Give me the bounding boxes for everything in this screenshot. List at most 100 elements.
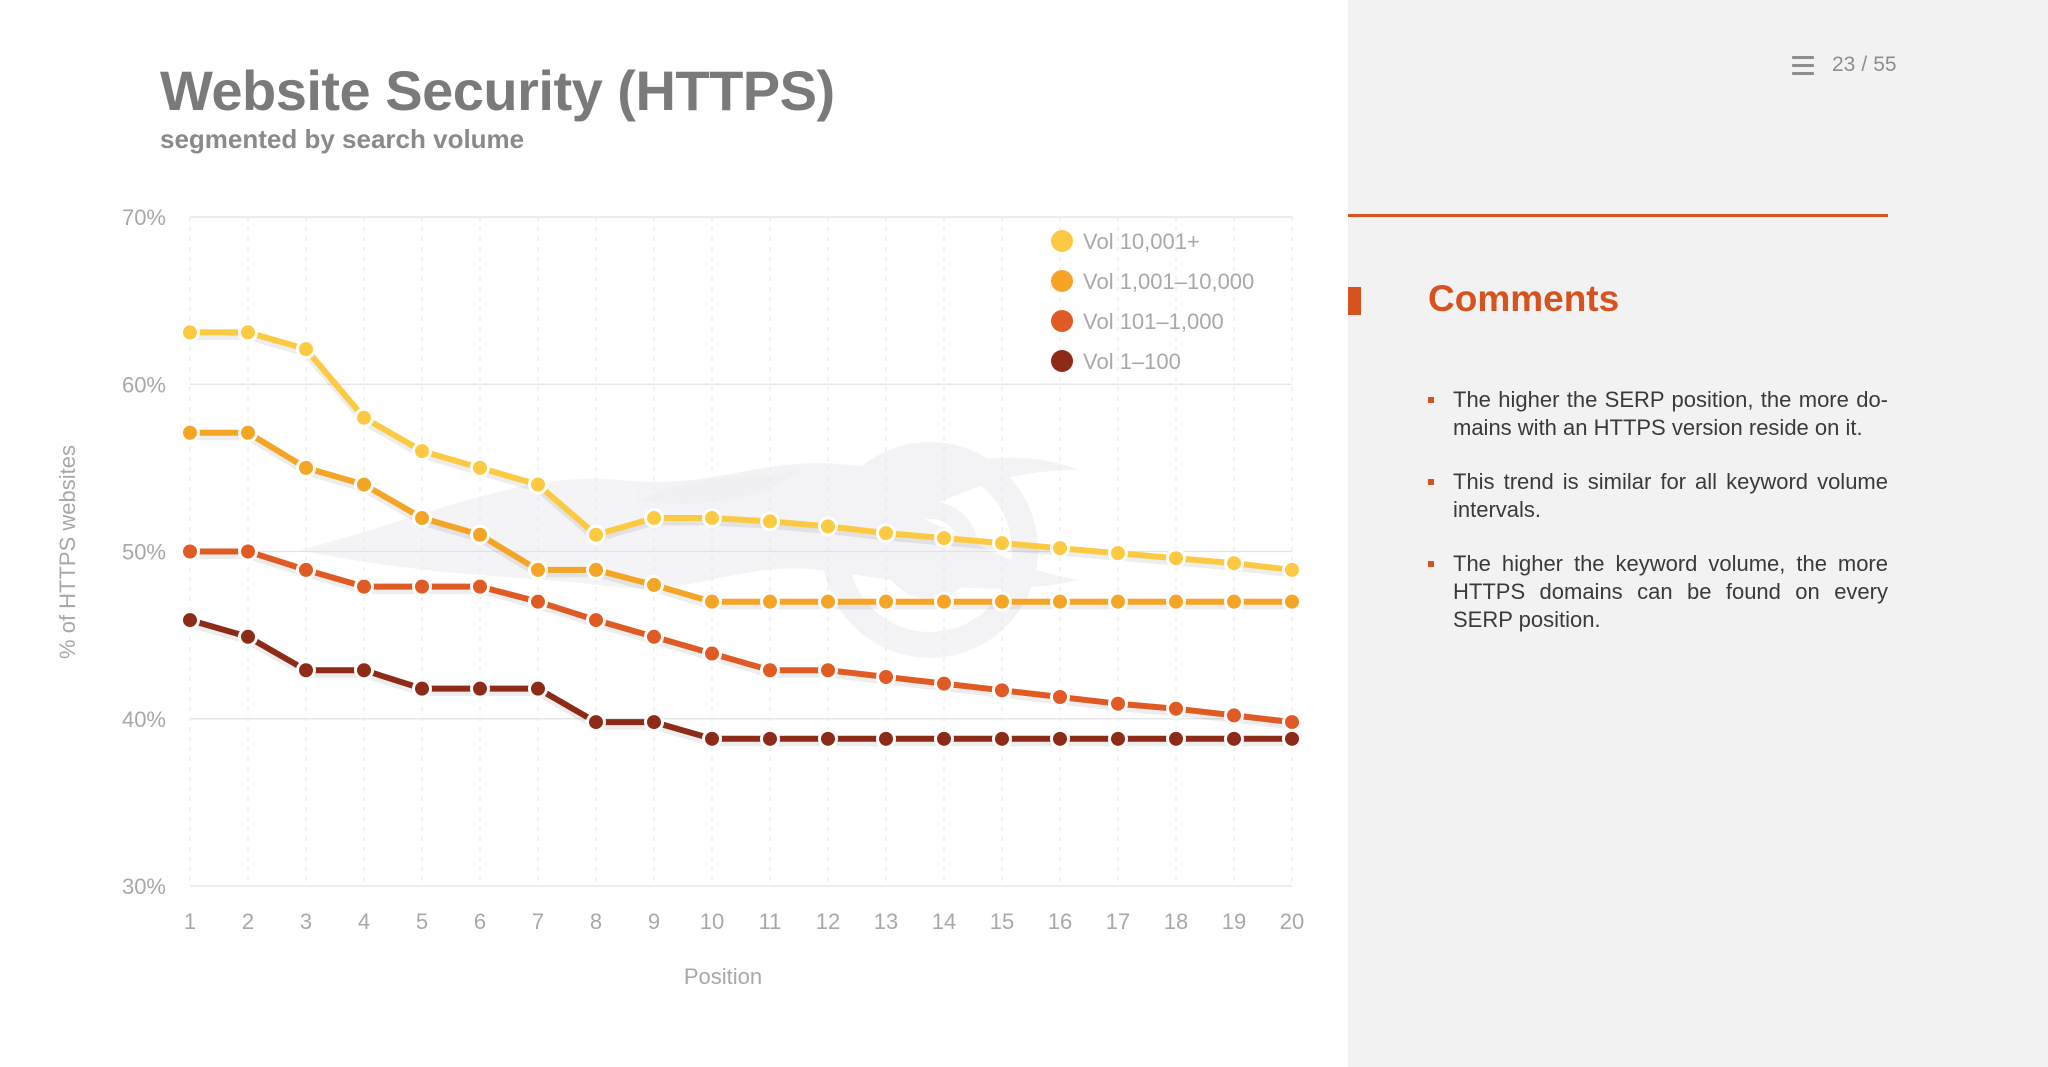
- x-tick-label: 4: [358, 909, 370, 934]
- data-point: [528, 559, 548, 580]
- legend-label: Vol 1–100: [1083, 349, 1181, 374]
- x-tick-label: 2: [242, 909, 254, 934]
- data-point: [1282, 591, 1302, 612]
- x-tick-label: 10: [700, 909, 724, 934]
- legend-label: Vol 10,001+: [1083, 229, 1200, 254]
- data-point: [760, 511, 780, 532]
- x-tick-label: 18: [1164, 909, 1188, 934]
- y-tick-label: 30%: [122, 874, 166, 899]
- data-point: [1050, 687, 1070, 708]
- data-point: [470, 576, 490, 597]
- legend-swatch: [1051, 270, 1073, 292]
- data-point: [528, 474, 548, 495]
- y-tick-label: 40%: [122, 707, 166, 732]
- data-point: [876, 666, 896, 687]
- data-point: [1224, 728, 1244, 749]
- series-line-shadow: [190, 433, 1292, 610]
- series-line-shadow: [190, 552, 1293, 730]
- data-point: [1166, 698, 1186, 719]
- data-point: [702, 508, 722, 529]
- legend-label: Vol 1,001–10,000: [1083, 269, 1254, 294]
- x-tick-label: 8: [590, 909, 602, 934]
- series-3: [180, 541, 1302, 733]
- data-point: [760, 591, 780, 612]
- data-point: [354, 576, 374, 597]
- data-point: [702, 591, 722, 612]
- data-point: [1108, 693, 1128, 714]
- x-tick-label: 12: [816, 909, 840, 934]
- series-line-shadow: [190, 332, 1293, 578]
- series-4: [180, 610, 1302, 749]
- legend-item: Vol 101–1,000: [1051, 309, 1224, 334]
- y-axis-title: % of HTTPS websites: [55, 445, 80, 659]
- data-point: [992, 680, 1012, 701]
- comments-marker: [1348, 287, 1361, 315]
- data-point: [1282, 559, 1302, 580]
- x-tick-label: 20: [1280, 909, 1304, 934]
- data-point: [1282, 728, 1302, 749]
- data-point: [1166, 591, 1186, 612]
- data-point: [992, 728, 1012, 749]
- page-counter: 23/55: [1832, 53, 1897, 77]
- data-point: [586, 610, 606, 631]
- data-point: [644, 712, 664, 733]
- x-tick-label: 6: [474, 909, 486, 934]
- data-point: [818, 660, 838, 681]
- data-point: [528, 591, 548, 612]
- data-point: [1282, 712, 1302, 733]
- data-point: [818, 728, 838, 749]
- series-2: [180, 422, 1302, 612]
- y-tick-label: 50%: [122, 540, 166, 565]
- data-point: [354, 407, 374, 428]
- data-point: [992, 591, 1012, 612]
- data-point: [1050, 591, 1070, 612]
- data-point: [470, 524, 490, 545]
- menu-icon[interactable]: [1792, 56, 1814, 76]
- data-point: [644, 574, 664, 595]
- data-point: [818, 591, 838, 612]
- data-point: [412, 441, 432, 462]
- comment-item: The higher the keyword volume, the more …: [1428, 550, 1888, 634]
- data-point: [876, 523, 896, 544]
- data-point: [586, 712, 606, 733]
- comment-item: The higher the SERP position, the more d…: [1428, 386, 1888, 442]
- data-point: [296, 457, 316, 478]
- data-point: [934, 673, 954, 694]
- data-point: [354, 474, 374, 495]
- page-current: 23: [1832, 53, 1856, 76]
- data-point: [238, 322, 258, 343]
- data-point: [760, 728, 780, 749]
- x-tick-label: 13: [874, 909, 898, 934]
- legend-swatch: [1051, 310, 1073, 332]
- comments-list: The higher the SERP position, the more d…: [1428, 386, 1888, 660]
- data-point: [180, 422, 200, 443]
- data-point: [238, 626, 258, 647]
- data-point: [354, 660, 374, 681]
- data-point: [1166, 728, 1186, 749]
- data-point: [296, 660, 316, 681]
- data-point: [180, 610, 200, 631]
- data-point: [528, 678, 548, 699]
- data-point: [644, 508, 664, 529]
- x-tick-label: 17: [1106, 909, 1130, 934]
- data-point: [586, 524, 606, 545]
- slide-subtitle: segmented by search volume: [160, 124, 525, 154]
- accent-rule: [1348, 214, 1888, 217]
- series-line-shadow: [189, 620, 1292, 747]
- x-tick-label: 7: [532, 909, 544, 934]
- y-tick-label: 70%: [122, 205, 166, 230]
- series-1: [180, 322, 1302, 580]
- page-total: 55: [1873, 53, 1897, 76]
- x-tick-label: 3: [300, 909, 312, 934]
- comments-heading: Comments: [1428, 278, 1620, 319]
- x-tick-label: 14: [932, 909, 956, 934]
- data-point: [992, 533, 1012, 554]
- legend-swatch: [1051, 230, 1073, 252]
- data-point: [1108, 543, 1128, 564]
- data-point: [238, 422, 258, 443]
- page-separator: /: [1861, 53, 1868, 76]
- data-point: [934, 728, 954, 749]
- data-point: [180, 322, 200, 343]
- data-point: [1224, 705, 1244, 726]
- legend-item: Vol 10,001+: [1051, 229, 1200, 254]
